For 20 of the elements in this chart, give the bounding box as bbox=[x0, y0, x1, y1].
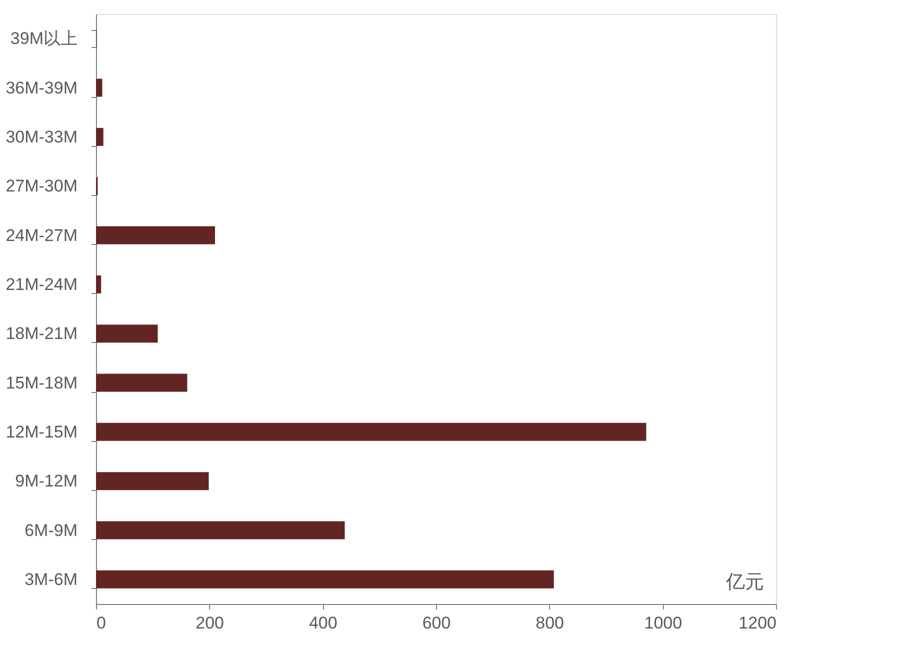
y-tick-label: 9M-12M bbox=[15, 472, 78, 491]
y-tick-label: 30M-33M bbox=[6, 127, 78, 146]
x-tick-label: 0 bbox=[96, 614, 106, 632]
y-tick-label: 6M-9M bbox=[24, 520, 78, 540]
x-tick-label: 1000 bbox=[644, 614, 682, 632]
y-tick-label: 3M-6M bbox=[24, 570, 78, 589]
x-tick-label: 1200 bbox=[738, 614, 776, 632]
y-tick-label: 12M-15M bbox=[6, 422, 78, 442]
x-tick-label: 800 bbox=[536, 614, 564, 632]
y-tick-label: 21M-24M bbox=[6, 274, 78, 294]
y-tick-label: 18M-21M bbox=[6, 324, 78, 344]
y-tick-label: 36M-39M bbox=[6, 78, 78, 98]
y-tick-label: 27M-30M bbox=[6, 176, 78, 196]
x-tick-label: 600 bbox=[422, 614, 451, 632]
x-tick-label: 400 bbox=[308, 614, 338, 632]
x-tick-label: 200 bbox=[196, 614, 224, 632]
y-tick-label: 39M以上 bbox=[10, 29, 78, 48]
y-tick-label: 24M-27M bbox=[6, 226, 78, 245]
y-tick-label: 15M-18M bbox=[6, 373, 78, 392]
annotation: 亿元 bbox=[725, 572, 764, 593]
